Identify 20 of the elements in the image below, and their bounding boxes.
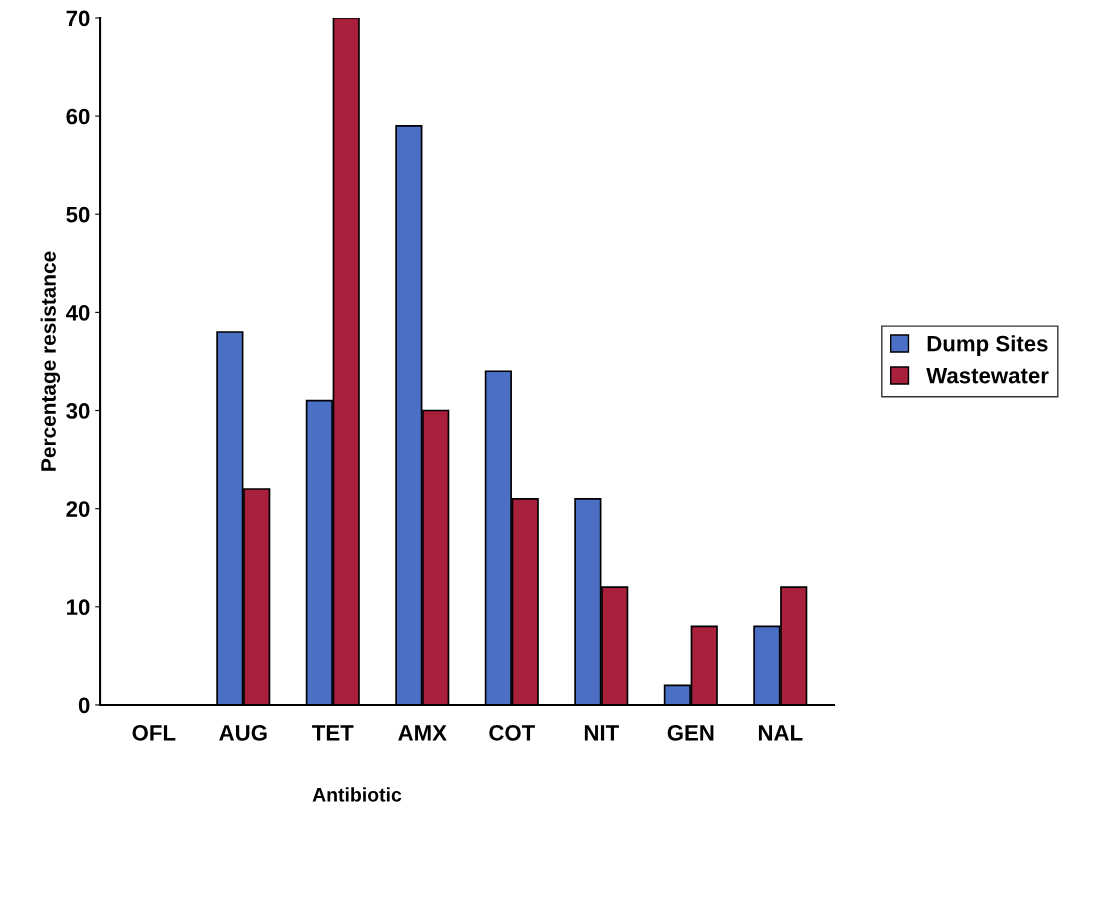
y-tick-label: 20 (66, 501, 90, 517)
y-tick-label: 30 (66, 403, 90, 419)
legend-label: Dump Sites (927, 335, 1048, 356)
y-tick-label: 70 (66, 10, 90, 27)
x-tick-label: AUG (219, 724, 267, 741)
x-tick-label: GEN (667, 724, 714, 741)
x-tick-label: TET (312, 725, 354, 741)
y-tick-label: 60 (66, 108, 90, 125)
y-axis-title: Percentage resistance (40, 251, 61, 471)
x-tick-label: COT (489, 724, 536, 741)
y-tick-label: 50 (66, 206, 90, 223)
x-axis-title: Antibiotic (312, 787, 402, 802)
y-tick-label: 0 (78, 697, 90, 714)
x-tick-label: OFL (132, 724, 176, 741)
legend-label: Wastewater (926, 367, 1049, 384)
x-tick-label: NAL (758, 725, 803, 741)
y-tick-label: 40 (65, 304, 90, 321)
y-tick-label: 10 (67, 599, 90, 616)
x-tick-label: NIT (584, 725, 619, 741)
x-tick-label: AMX (398, 725, 447, 741)
